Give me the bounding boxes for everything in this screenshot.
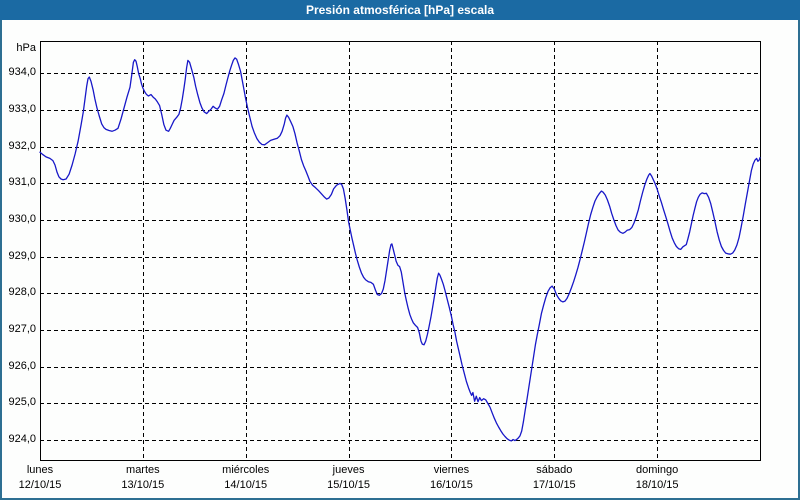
plot-border — [40, 41, 761, 461]
window-title: Presión atmosférica [hPa] escala — [305, 3, 495, 17]
pressure-series-line — [39, 57, 761, 442]
window-titlebar: Presión atmosférica [hPa] escala — [0, 0, 800, 20]
